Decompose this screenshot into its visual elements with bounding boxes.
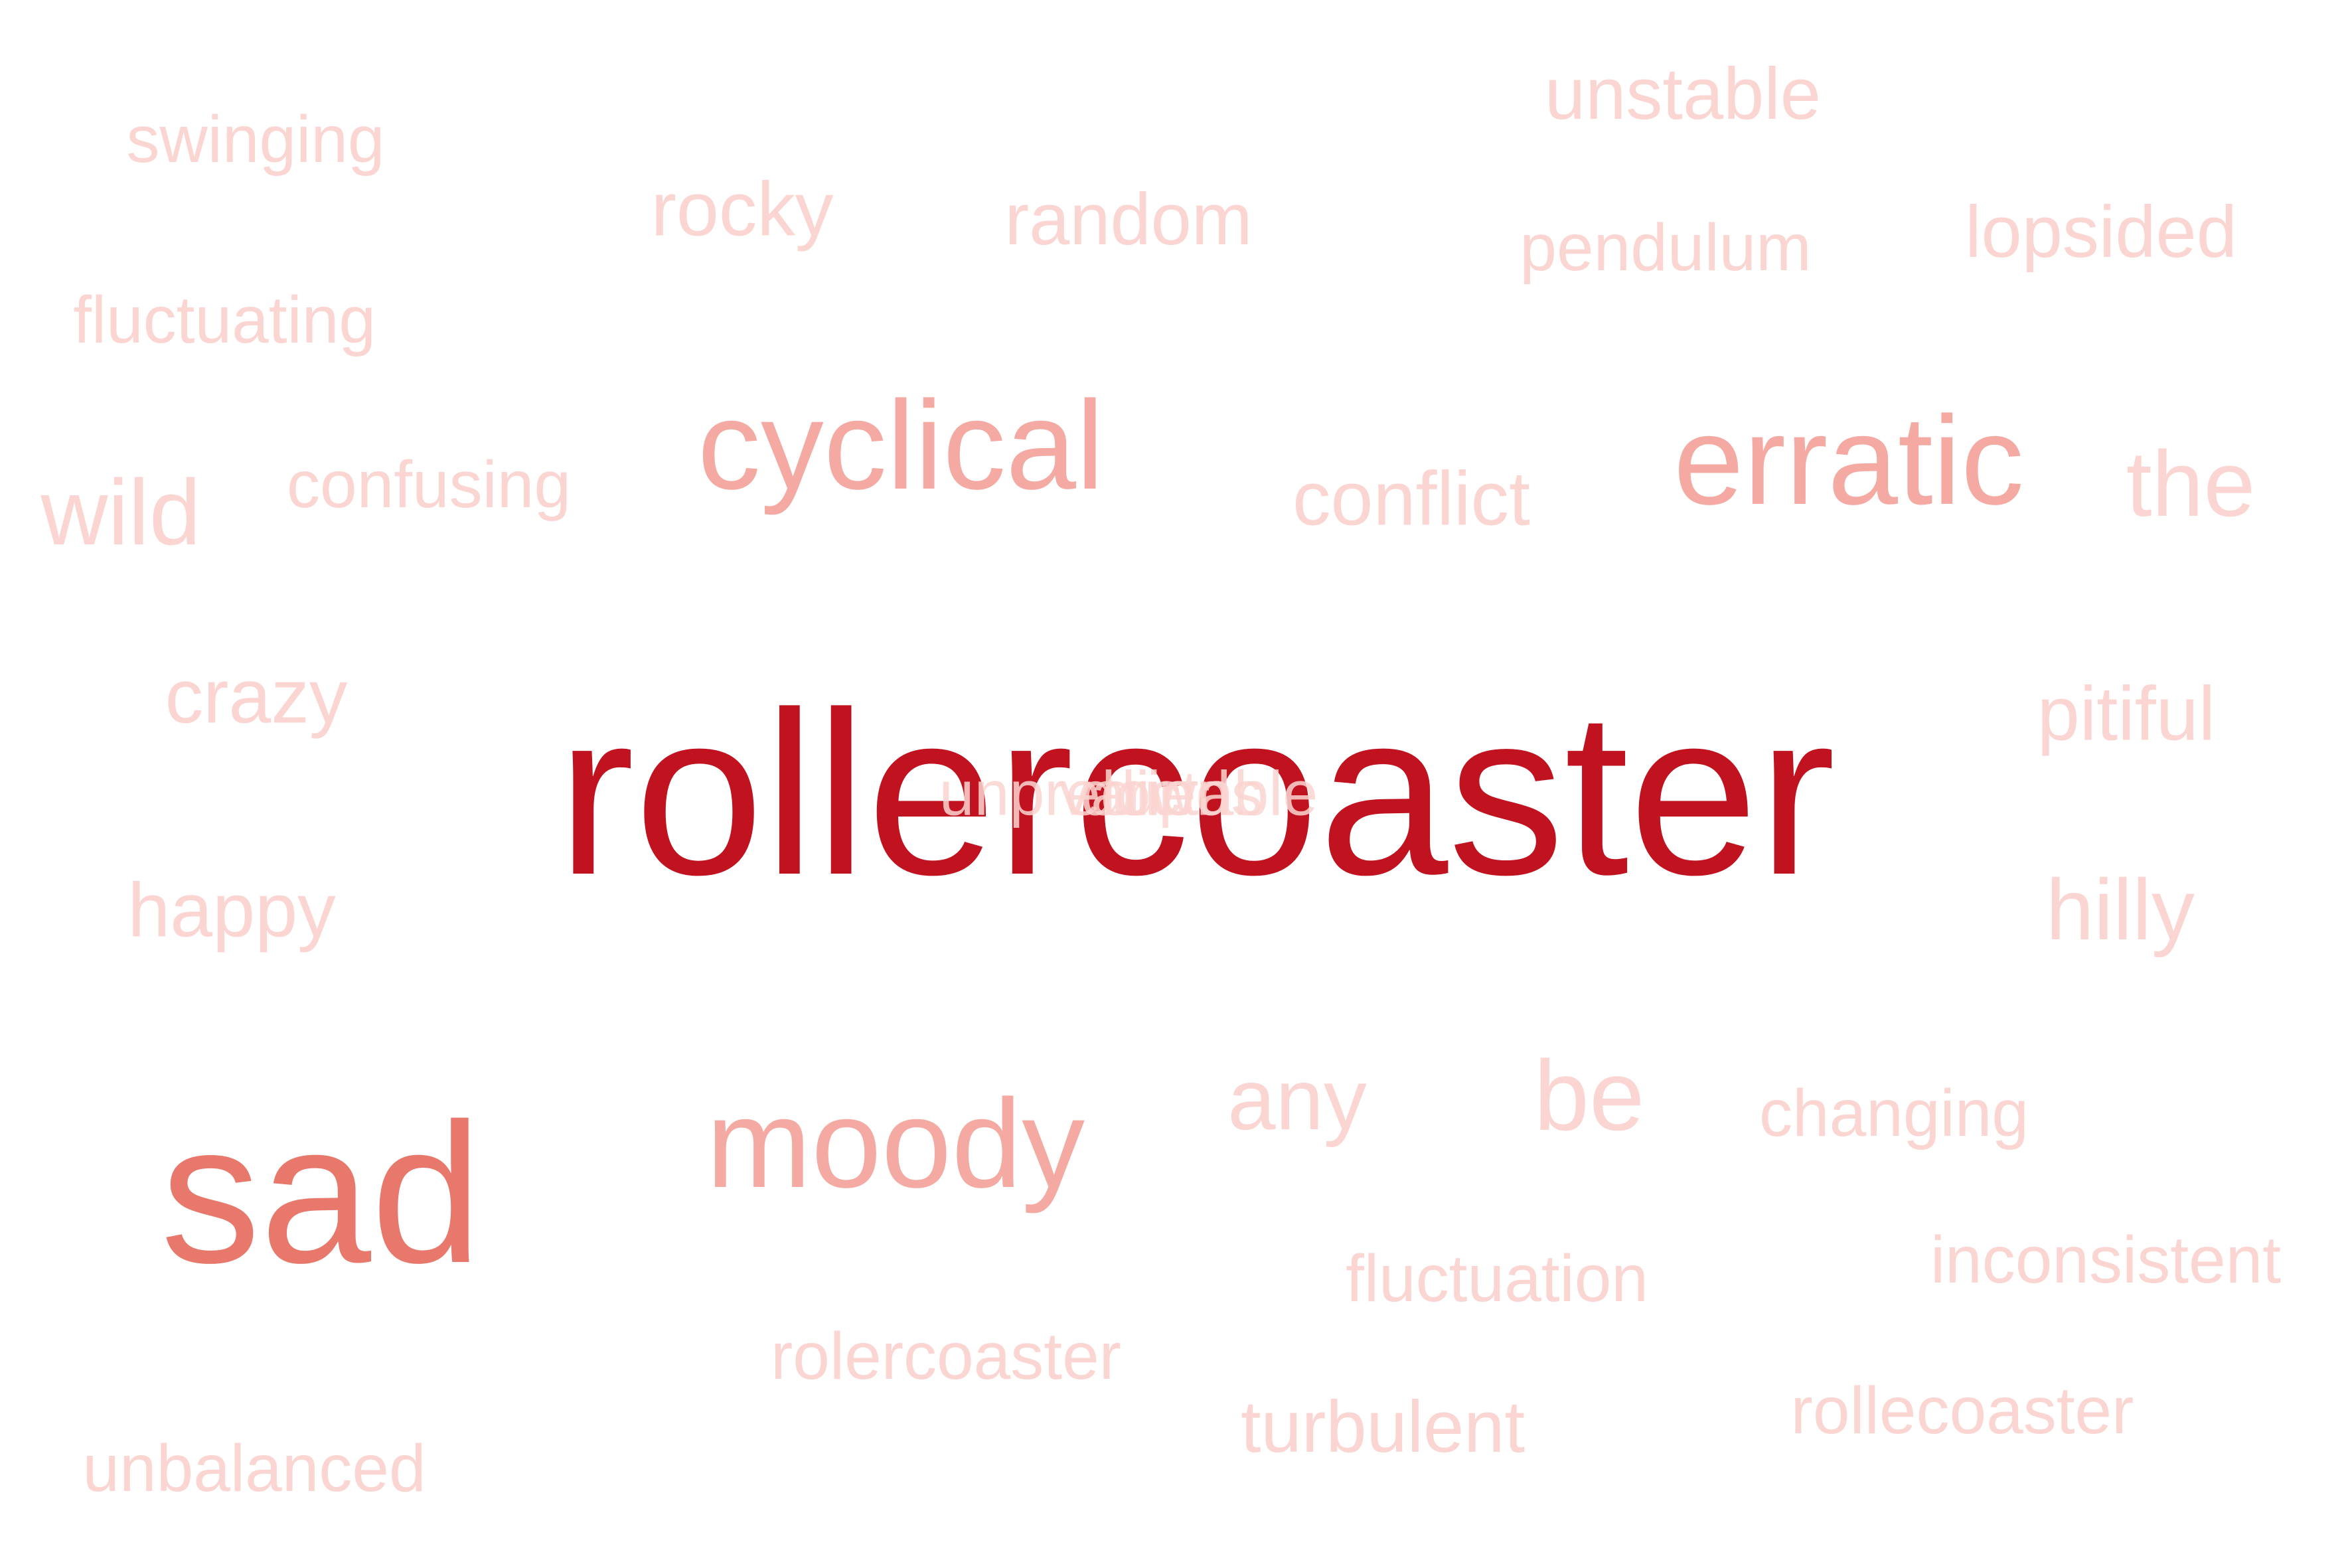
word-crazy: crazy xyxy=(165,654,348,740)
word-overlap-2: varied xyxy=(1059,758,1231,829)
word-hilly: hilly xyxy=(2046,861,2195,958)
word-pendulum: pendulum xyxy=(1520,210,1812,285)
word-confusing: confusing xyxy=(286,447,572,522)
word-inconsistent: inconsistent xyxy=(1930,1223,2282,1297)
word-conflict: conflict xyxy=(1293,456,1530,542)
word-rollecoaster: rollecoaster xyxy=(1790,1373,2134,1448)
word-pitiful: pitiful xyxy=(2037,671,2216,757)
word-rocky: rocky xyxy=(651,167,834,252)
word-swinging: swinging xyxy=(126,102,385,177)
word-overlap-4: downs xyxy=(1080,758,1263,829)
word-fluctuation: fluctuation xyxy=(1346,1241,1648,1316)
word-random: random xyxy=(1004,179,1253,260)
word-overlap-3: up xyxy=(1123,758,1194,829)
word-lopsided: lopsided xyxy=(1965,191,2237,273)
word-be: be xyxy=(1533,1040,1645,1151)
word-wild: wild xyxy=(40,460,201,564)
word-turbulent: turbulent xyxy=(1240,1386,1526,1468)
word-the: the xyxy=(2126,431,2256,536)
word-fluctuating: fluctuating xyxy=(73,283,376,357)
word-rollercoaster: rollercoaster xyxy=(557,664,1836,923)
word-any: any xyxy=(1227,1051,1367,1148)
word-unbalanced: unbalanced xyxy=(82,1431,426,1506)
word-unstable: unstable xyxy=(1545,53,1821,135)
word-changing: changing xyxy=(1759,1076,2029,1150)
word-rolercoaster: rolercoaster xyxy=(771,1319,1121,1393)
word-erratic: erratic xyxy=(1674,390,2024,531)
word-overlap-1: unpredictable xyxy=(939,758,1318,829)
word-sad: sad xyxy=(161,1081,482,1304)
word-moody: moody xyxy=(706,1073,1085,1214)
word-happy: happy xyxy=(127,868,336,953)
word-cyclical: cyclical xyxy=(697,375,1105,516)
